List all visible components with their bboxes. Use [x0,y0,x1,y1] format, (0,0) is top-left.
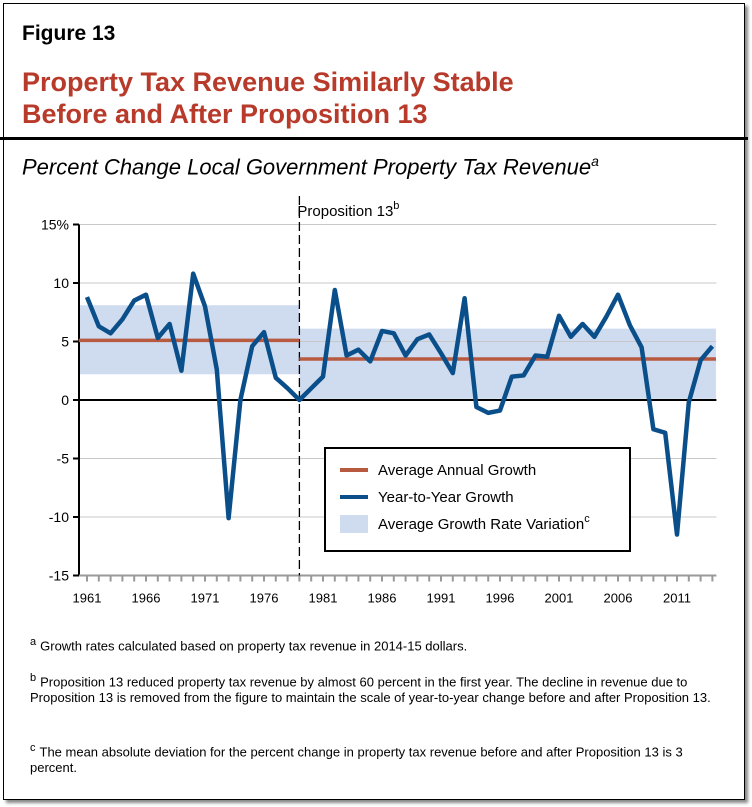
proposition-13-label: Proposition 13b [297,200,399,220]
y-tick-label: -5 [57,451,70,467]
footnote-b: b Proposition 13 reduced property tax rev… [30,670,720,706]
legend-label: Average Annual Growth [378,462,536,479]
x-tick-label: 1986 [368,591,397,606]
x-tick-label: 1991 [427,591,456,606]
y-tick-label: 10 [53,275,69,291]
footnote-mark: a [30,636,37,648]
x-tick-label: 1976 [250,591,279,606]
y-tick-label: 0 [61,392,69,408]
y-tick-label: 15% [41,217,69,233]
proposition-13-sup: b [393,200,399,212]
x-tick-label: 1966 [132,591,161,606]
footnote-text: Growth rates calculated based on propert… [40,638,468,654]
footnote-c: c The mean absolute deviation for the per… [30,740,720,776]
y-tick-label: -15 [49,568,69,584]
title-rule [0,137,748,140]
legend-box [324,447,631,552]
figure-label: Figure 13 [22,22,116,45]
legend: Average Annual Growth Year-to-Year Growth… [324,447,631,552]
x-tick-label: 1961 [73,591,102,606]
footnote-mark: c [30,742,36,754]
legend-sup: c [584,513,590,525]
x-tick-label: 1981 [309,591,338,606]
growth-line [84,271,715,537]
legend-label: Year-to-Year Growth [378,489,514,506]
figure-frame [3,3,745,800]
x-tick-label: 1996 [486,591,515,606]
chart-subtitle: Percent Change Local Government Property… [22,153,599,180]
x-tick-label: 2001 [545,591,574,606]
footnote-text: The mean absolute deviation for the perc… [30,744,683,776]
chart-title: Property Tax Revenue Similarly Stable Bef… [22,66,514,130]
x-tick-label: 1971 [191,591,220,606]
y-tick-label: 5 [61,334,69,350]
title-line-1: Property Tax Revenue Similarly Stable [22,67,514,97]
subtitle-sup: a [591,153,599,169]
y-tick-label: -10 [49,509,69,525]
legend-swatch [340,515,368,533]
footnote-text: Proposition 13 reduced property tax reve… [30,674,711,706]
subtitle-text: Percent Change Local Government Property… [22,154,592,180]
footnote-a: a Growth rates calculated based on proper… [30,634,720,654]
x-tick-label: 2011 [663,591,691,606]
footnote-mark: b [30,672,37,684]
legend-label: Average Growth Rate Variationc [378,513,590,533]
x-tick-label: 2006 [604,591,633,606]
title-line-2: Before and After Proposition 13 [22,99,428,129]
